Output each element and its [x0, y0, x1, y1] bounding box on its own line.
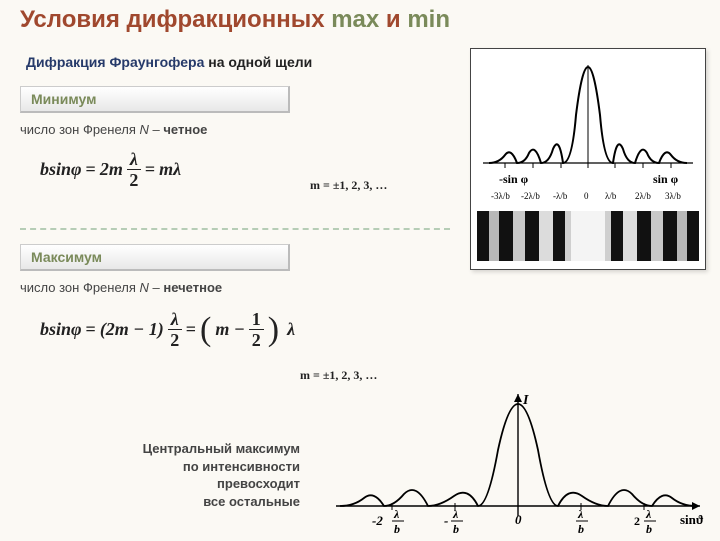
svg-text:-λ/b: -λ/b [553, 191, 568, 201]
svg-text:3λ/b: 3λ/b [665, 191, 681, 201]
text-minimum: число зон Френеля N – четное [20, 122, 207, 137]
svg-text:0: 0 [515, 512, 522, 527]
central-max-caption: Центральный максимум по интенсивности пр… [40, 440, 300, 510]
svg-text:λ: λ [645, 507, 652, 521]
svg-text:2: 2 [634, 514, 640, 528]
title-part2: max [331, 6, 386, 33]
section-maximum: Максимум [20, 244, 290, 271]
subtitle-b: на одной щели [208, 54, 312, 70]
figure-intensity-plot: I sinϑ -2 - 0 λb λb λb 2 λb [320, 390, 712, 536]
svg-text:λ/b: λ/b [605, 191, 617, 201]
subtitle: Дифракция Фраунгофера на одной щели [26, 54, 312, 70]
svg-text:sin φ: sin φ [653, 172, 679, 186]
svg-text:0: 0 [584, 191, 589, 201]
right-chart-svg: -sin φ sin φ -3λ/b -2λ/b -λ/b 0 λ/b 2λ/b… [477, 55, 699, 263]
slide-title: Условия дифракционных max и min [20, 6, 450, 34]
svg-text:λ: λ [452, 507, 459, 521]
svg-text:-3λ/b: -3λ/b [491, 191, 510, 201]
divider-dashed [20, 228, 450, 230]
title-part3: и [386, 6, 407, 33]
svg-text:-sin φ: -sin φ [499, 172, 529, 186]
m-values-2: m = ±1, 2, 3, … [300, 368, 377, 383]
text-maximum: число зон Френеля N – нечетное [20, 280, 222, 295]
formula-maximum: bsinφ = (2m − 1) λ 2 = ( m − 1 2 ) λ [40, 310, 295, 349]
title-part4: min [407, 6, 450, 33]
svg-text:sinϑ: sinϑ [680, 512, 704, 527]
svg-text:-2: -2 [372, 513, 383, 528]
svg-text:λ: λ [393, 507, 400, 521]
svg-text:λ: λ [577, 507, 584, 521]
svg-text:b: b [578, 522, 584, 536]
subtitle-a: Дифракция Фраунгофера [26, 54, 208, 70]
svg-text:b: b [394, 522, 400, 536]
m-values-1: m = ±1, 2, 3, … [310, 178, 387, 193]
svg-text:-: - [444, 513, 448, 528]
section-minimum: Минимум [20, 86, 290, 113]
svg-text:2λ/b: 2λ/b [635, 191, 651, 201]
svg-text:-2λ/b: -2λ/b [521, 191, 540, 201]
svg-text:b: b [453, 522, 459, 536]
svg-text:b: b [646, 522, 652, 536]
formula-minimum: bsinφ = 2m λ 2 = mλ [40, 150, 181, 189]
title-part1: Условия дифракционных [20, 6, 331, 33]
figure-slit-pattern: -sin φ sin φ -3λ/b -2λ/b -λ/b 0 λ/b 2λ/b… [470, 48, 706, 270]
bottom-chart-svg: I sinϑ -2 - 0 λb λb λb 2 λb [320, 390, 712, 536]
